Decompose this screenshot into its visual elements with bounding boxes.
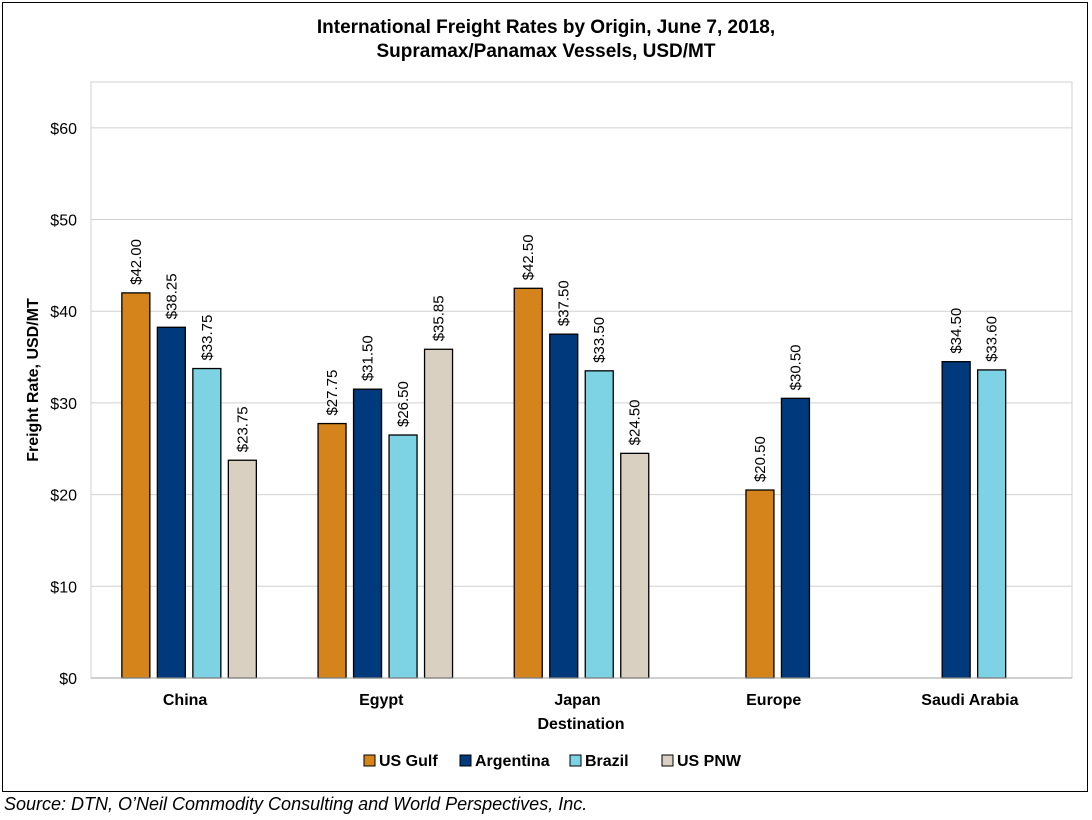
source-note: Source: DTN, O’Neil Commodity Consulting… [4, 794, 588, 814]
legend-label: Argentina [475, 753, 550, 770]
legend-label: US PNW [677, 753, 742, 770]
legend-swatch [459, 754, 472, 767]
bar-argentina-china [156, 326, 187, 679]
x-tick-label: Saudi Arabia [921, 692, 1018, 709]
bars [121, 287, 1007, 679]
bar-brazil-saudi-arabia [977, 369, 1007, 679]
legend: US Gulf Argentina Brazil US PNW [363, 753, 742, 770]
data-label: $33.60 [984, 316, 1001, 362]
bar-brazil-china [192, 367, 222, 679]
bar-us-gulf-egypt [317, 422, 347, 679]
data-label: $20.50 [752, 436, 769, 482]
data-labels: $42.00 $38.25 $33.75 $23.75 $27.75 $31.50 $26.… [128, 234, 1001, 482]
bar-us-gulf-japan [513, 287, 543, 679]
y-tick-label: $30 [50, 396, 77, 413]
bar-us-gulf-europe [745, 489, 775, 679]
x-tick-label: Europe [746, 692, 801, 709]
bar-us-pnw-china [227, 459, 258, 679]
data-label: $42.00 [128, 239, 145, 285]
bar-argentina-saudi-arabia [941, 361, 971, 679]
legend-label: Brazil [585, 753, 629, 770]
data-label: $26.50 [395, 381, 412, 427]
legend-swatch [661, 754, 674, 767]
data-label: $35.85 [431, 295, 448, 341]
data-label: $38.25 [163, 273, 180, 319]
y-axis-title: Freight Rate, USD/MT [25, 298, 42, 462]
data-label: $37.50 [556, 280, 573, 326]
y-tick-label: $10 [50, 579, 77, 596]
bar-brazil-egypt [388, 434, 418, 679]
chart-title-line2: Supramax/Panamax Vessels, USD/MT [377, 41, 716, 62]
x-tick-label: Egypt [359, 692, 404, 709]
y-tick-label: $60 [50, 121, 77, 138]
data-label: $27.75 [324, 370, 341, 416]
data-label: $33.50 [591, 317, 608, 363]
bar-us-pnw-egypt [423, 348, 454, 679]
legend-swatch [363, 754, 376, 767]
bar-us-pnw-japan [620, 452, 650, 679]
data-label: $23.75 [234, 406, 251, 452]
bar-us-gulf-china [121, 292, 151, 679]
legend-swatch [569, 754, 582, 767]
x-tick-label: China [163, 692, 208, 709]
data-label: $34.50 [948, 308, 965, 354]
data-label: $24.50 [627, 399, 644, 445]
y-tick-label: $20 [50, 488, 77, 505]
data-label: $31.50 [360, 335, 377, 381]
x-tick-label: Japan [554, 692, 600, 709]
chart-title-line1: International Freight Rates by Origin, J… [317, 17, 775, 38]
bar-argentina-europe [780, 397, 811, 679]
data-label: $42.50 [520, 234, 537, 280]
x-axis-title: Destination [537, 716, 624, 733]
bar-argentina-japan [549, 333, 579, 679]
axes: $0 $10 $20 $30 $40 $50 $60 China Egypt Japan Europ… [50, 121, 1072, 709]
y-tick-label: $50 [50, 213, 77, 230]
bar-brazil-japan [584, 370, 614, 679]
y-tick-label: $0 [59, 671, 77, 688]
y-tick-label: $40 [50, 304, 77, 321]
data-label: $33.75 [199, 315, 216, 361]
bar-argentina-egypt [352, 388, 383, 679]
data-label: $30.50 [787, 344, 804, 390]
legend-label: US Gulf [379, 753, 438, 770]
